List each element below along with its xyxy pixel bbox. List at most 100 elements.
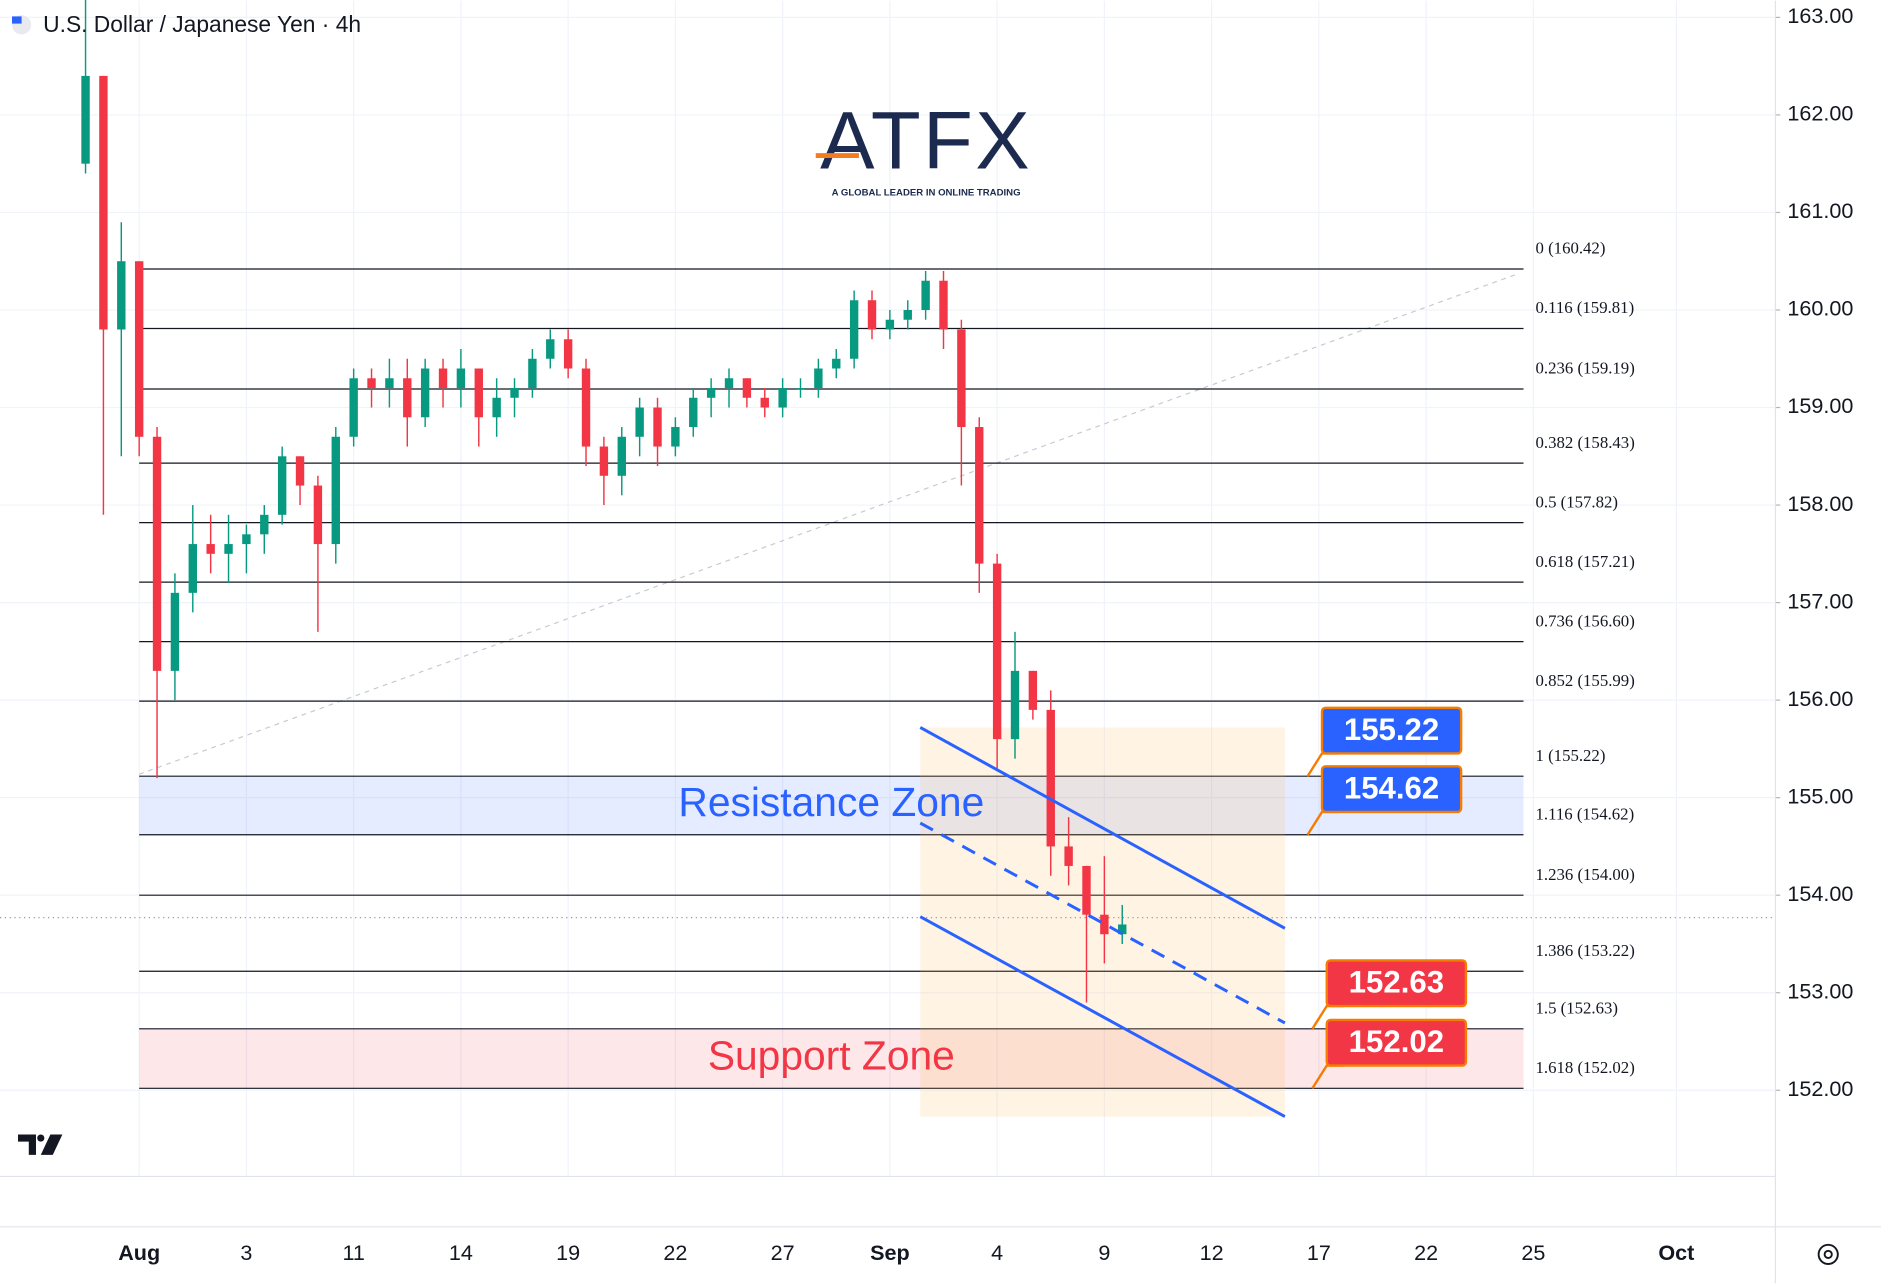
fib-label: 0.852 (155.99)	[1536, 671, 1635, 690]
zone-label: Resistance Zone	[678, 779, 984, 825]
candle-body	[456, 368, 466, 389]
price-tag-label: 152.63	[1349, 965, 1444, 1000]
fib-label: 1.618 (152.02)	[1536, 1058, 1635, 1077]
candle-body	[903, 309, 912, 320]
trend-line	[138, 273, 1518, 775]
brand-logo: ATFX	[820, 96, 1032, 187]
settings-button[interactable]	[1817, 1243, 1839, 1265]
y-tick-label: 160.00	[1787, 296, 1853, 321]
candle-body	[653, 407, 662, 447]
candle-body	[796, 388, 805, 390]
candle-body	[778, 388, 787, 408]
x-tick-label: 22	[663, 1240, 687, 1265]
x-tick-label: 17	[1307, 1240, 1331, 1265]
candle-body	[295, 456, 305, 486]
candle-body	[992, 563, 1002, 740]
candle-body	[438, 368, 448, 389]
flag-canton	[11, 16, 22, 24]
candle-body	[975, 427, 984, 564]
price-tag	[1320, 706, 1463, 755]
symbol-header[interactable]: U.S. Dollar / Japanese Yen · 4h	[11, 11, 361, 37]
price-tag	[1325, 1018, 1468, 1067]
candle-body	[939, 280, 948, 330]
candle-body	[832, 358, 841, 369]
y-tick-label: 157.00	[1787, 588, 1853, 613]
candle-body	[1064, 846, 1073, 866]
fib-label: 1.236 (154.00)	[1536, 865, 1635, 884]
price-tag-label: 152.02	[1349, 1024, 1444, 1059]
candle-body	[313, 485, 323, 545]
x-tick-label: Oct	[1658, 1240, 1694, 1265]
x-tick-label: Aug	[118, 1240, 160, 1265]
x-tick-label: 3	[240, 1240, 252, 1265]
zone-label: Support Zone	[708, 1032, 955, 1078]
x-tick-label: 12	[1200, 1240, 1224, 1265]
fib-label: 0.116 (159.81)	[1536, 298, 1635, 317]
candle-body	[563, 339, 573, 369]
candle-body	[1010, 670, 1020, 740]
tradingview-logo[interactable]	[17, 1134, 63, 1155]
symbol-title: U.S. Dollar / Japanese Yen · 4h	[43, 11, 361, 37]
candle-body	[152, 436, 162, 671]
y-tick-label: 162.00	[1787, 101, 1853, 126]
x-tick-label: 19	[556, 1240, 580, 1265]
candle-body	[260, 514, 269, 535]
x-tick-label: 25	[1521, 1240, 1545, 1265]
fib-label: 1.386 (153.22)	[1536, 941, 1635, 960]
candle-body	[1118, 924, 1127, 935]
candle-body	[814, 368, 823, 389]
y-tick-label: 153.00	[1787, 978, 1853, 1003]
y-tick-label: 163.00	[1787, 3, 1853, 28]
fib-label: 0.618 (157.21)	[1536, 552, 1635, 571]
y-tick-label: 155.00	[1787, 783, 1853, 808]
candle-body	[867, 300, 877, 330]
candle-body	[689, 397, 698, 428]
candle-body	[1100, 914, 1109, 935]
x-tick-label: Sep	[870, 1240, 910, 1265]
candle-body	[117, 261, 126, 330]
candle-body	[635, 407, 644, 437]
settings-icon-core	[1823, 1249, 1833, 1259]
x-tick-label: 11	[342, 1240, 364, 1265]
settings-icon	[1817, 1243, 1839, 1265]
candle-body	[367, 378, 376, 389]
candle-body	[99, 75, 108, 330]
price-tag-label: 154.62	[1344, 771, 1439, 806]
fib-label: 0.236 (159.19)	[1536, 359, 1635, 378]
candle-body	[403, 378, 412, 418]
fib-label: 1 (155.22)	[1536, 746, 1606, 765]
candle-body	[760, 397, 769, 408]
candle-body	[349, 378, 358, 437]
tv-dot	[37, 1134, 45, 1142]
candle-body	[581, 368, 591, 447]
x-tick-label: 14	[449, 1240, 473, 1265]
candle-body	[957, 329, 966, 428]
candle-body	[81, 75, 90, 164]
y-tick-label: 158.00	[1787, 491, 1853, 516]
candle-body	[510, 388, 519, 398]
candle-body	[1046, 709, 1055, 847]
candle-body	[921, 280, 930, 310]
x-tick-label: 4	[991, 1240, 1003, 1265]
price-tag	[1325, 959, 1468, 1008]
price-tag-label: 155.22	[1344, 712, 1439, 747]
fib-label: 0.5 (157.82)	[1536, 492, 1619, 511]
candle-body	[885, 319, 895, 330]
candle-body	[170, 592, 180, 671]
candle-body	[671, 427, 680, 447]
candle-body	[724, 378, 734, 389]
candle-body	[1028, 670, 1038, 710]
fib-label: 1.5 (152.63)	[1536, 998, 1619, 1017]
channel-middle	[919, 821, 1286, 1025]
candle-body	[206, 544, 215, 554]
candle-body	[617, 436, 626, 476]
y-tick-label: 152.00	[1787, 1076, 1853, 1101]
fib-label: 0 (160.42)	[1536, 239, 1606, 258]
candle-body	[546, 339, 555, 359]
candle-body	[134, 261, 144, 437]
brand-tagline: A GLOBAL LEADER IN ONLINE TRADING	[832, 187, 1021, 198]
candle-body	[385, 378, 394, 389]
candle-body	[849, 300, 859, 359]
candle-body	[492, 397, 501, 418]
